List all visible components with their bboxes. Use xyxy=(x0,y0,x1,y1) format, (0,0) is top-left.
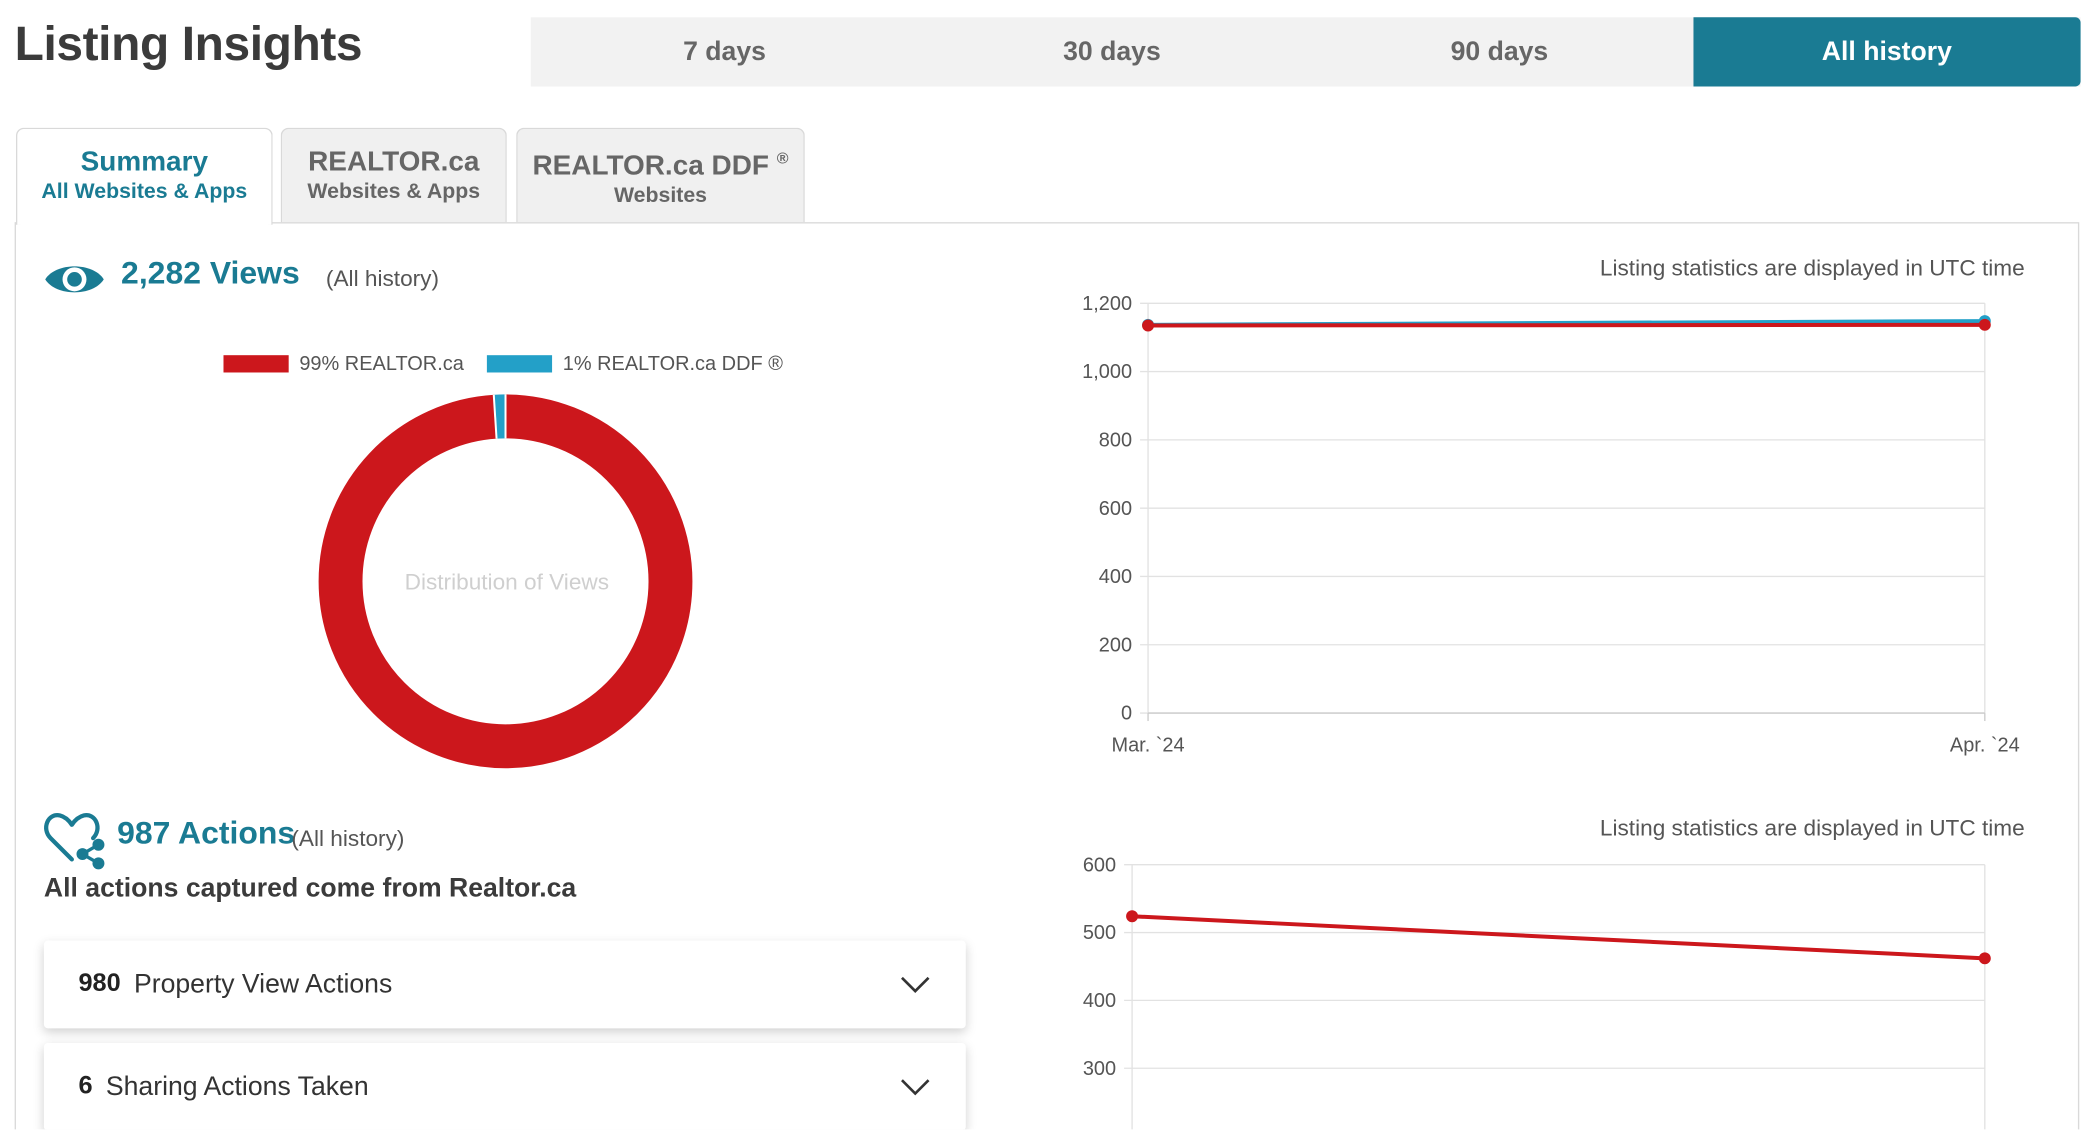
views-distribution-donut: Distribution of Views xyxy=(318,394,693,769)
tab-subtitle: All Websites & Apps xyxy=(41,180,248,204)
registered-mark: ® xyxy=(776,148,789,167)
y-tick-label: 1,000 xyxy=(1082,361,1132,383)
views-data-point xyxy=(1978,318,1991,331)
legend-realtor-ca: 99% REALTOR.ca xyxy=(223,352,464,376)
x-tick-label: Apr. `24 xyxy=(1950,735,2020,757)
tab-title: REALTOR.ca xyxy=(308,145,480,177)
legend-swatch xyxy=(486,355,553,373)
tab-subtitle: Websites & Apps xyxy=(307,180,481,203)
y-tick-label: 400 xyxy=(1099,566,1132,588)
actions-series-line xyxy=(1131,914,1985,961)
chevron-down-icon[interactable] xyxy=(899,1078,931,1097)
tab-title: REALTOR.ca DDF ® xyxy=(532,142,788,182)
tab-subtitle: Websites xyxy=(613,184,708,207)
actions-subtitle: All actions captured come from Realtor.c… xyxy=(43,874,577,904)
y-tick-label: 300 xyxy=(1083,1058,1116,1080)
tab-realtor-ca-ddf[interactable]: REALTOR.ca DDF ® Websites xyxy=(516,127,805,224)
slice-separator xyxy=(492,394,498,439)
range-30-days-button[interactable]: 30 days xyxy=(1063,36,1161,66)
tab-summary[interactable]: Summary All Websites & Apps xyxy=(15,127,273,225)
legend-swatch xyxy=(223,355,289,373)
y-tick-label: 0 xyxy=(1121,703,1132,725)
eye-icon xyxy=(45,266,104,293)
views-series-line xyxy=(1148,322,1985,328)
sharing-actions-row[interactable]: 6 Sharing Actions Taken xyxy=(43,1042,966,1130)
action-label: Sharing Actions Taken xyxy=(105,1071,369,1101)
legend-label: 99% REALTOR.ca xyxy=(299,352,464,376)
tab-realtor-ca[interactable]: REALTOR.ca Websites & Apps xyxy=(280,127,507,224)
views-count: 2,282 Views xyxy=(121,255,300,292)
views-line-chart: 0 200 400 600 800 1,000 1,200 Mar. `24 Apr. `24 xyxy=(1082,293,2020,757)
range-all-history-button[interactable]: All history xyxy=(1693,17,2081,87)
actions-utc-note: Listing statistics are displayed in UTC … xyxy=(1599,815,2025,841)
chevron-down-icon[interactable] xyxy=(899,975,931,994)
range-7-days-button[interactable]: 7 days xyxy=(683,36,766,66)
property-view-actions-row[interactable]: 980 Property View Actions xyxy=(43,940,966,1029)
actions-data-point xyxy=(1978,952,1991,965)
y-tick-label: 400 xyxy=(1083,990,1116,1012)
actions-count: 987 Actions xyxy=(117,815,296,852)
y-tick-label: 500 xyxy=(1083,922,1116,944)
page-title: Listing Insights xyxy=(14,15,363,71)
date-range-selector: 7 days 30 days 90 days All history xyxy=(530,17,2081,87)
y-tick-label: 800 xyxy=(1099,430,1132,452)
legend-label: 1% REALTOR.ca DDF ® xyxy=(562,352,783,376)
tab-title-text: REALTOR.ca DDF xyxy=(532,149,769,181)
actions-period: (All history) xyxy=(291,826,405,852)
y-tick-label: 600 xyxy=(1083,854,1116,876)
action-count: 980 xyxy=(78,969,121,998)
heart-share-icon xyxy=(44,813,105,870)
action-label: Property View Actions xyxy=(133,969,393,999)
actions-line-chart: 300 400 500 600 xyxy=(1083,854,1991,1130)
action-count: 6 xyxy=(78,1072,93,1101)
y-tick-label: 600 xyxy=(1099,498,1132,520)
views-period: (All history) xyxy=(325,266,440,292)
views-data-point xyxy=(1142,319,1155,332)
views-utc-note: Listing statistics are displayed in UTC … xyxy=(1599,255,2025,281)
donut-center-label: Distribution of Views xyxy=(405,569,609,594)
range-90-days-button[interactable]: 90 days xyxy=(1450,36,1549,66)
tab-title: Summary xyxy=(80,146,209,177)
x-tick-label: Mar. `24 xyxy=(1111,735,1184,757)
actions-data-point xyxy=(1126,910,1139,923)
y-tick-label: 200 xyxy=(1099,634,1132,656)
legend-realtor-ca-ddf: 1% REALTOR.ca DDF ® xyxy=(486,352,783,376)
y-tick-label: 1,200 xyxy=(1082,293,1132,315)
